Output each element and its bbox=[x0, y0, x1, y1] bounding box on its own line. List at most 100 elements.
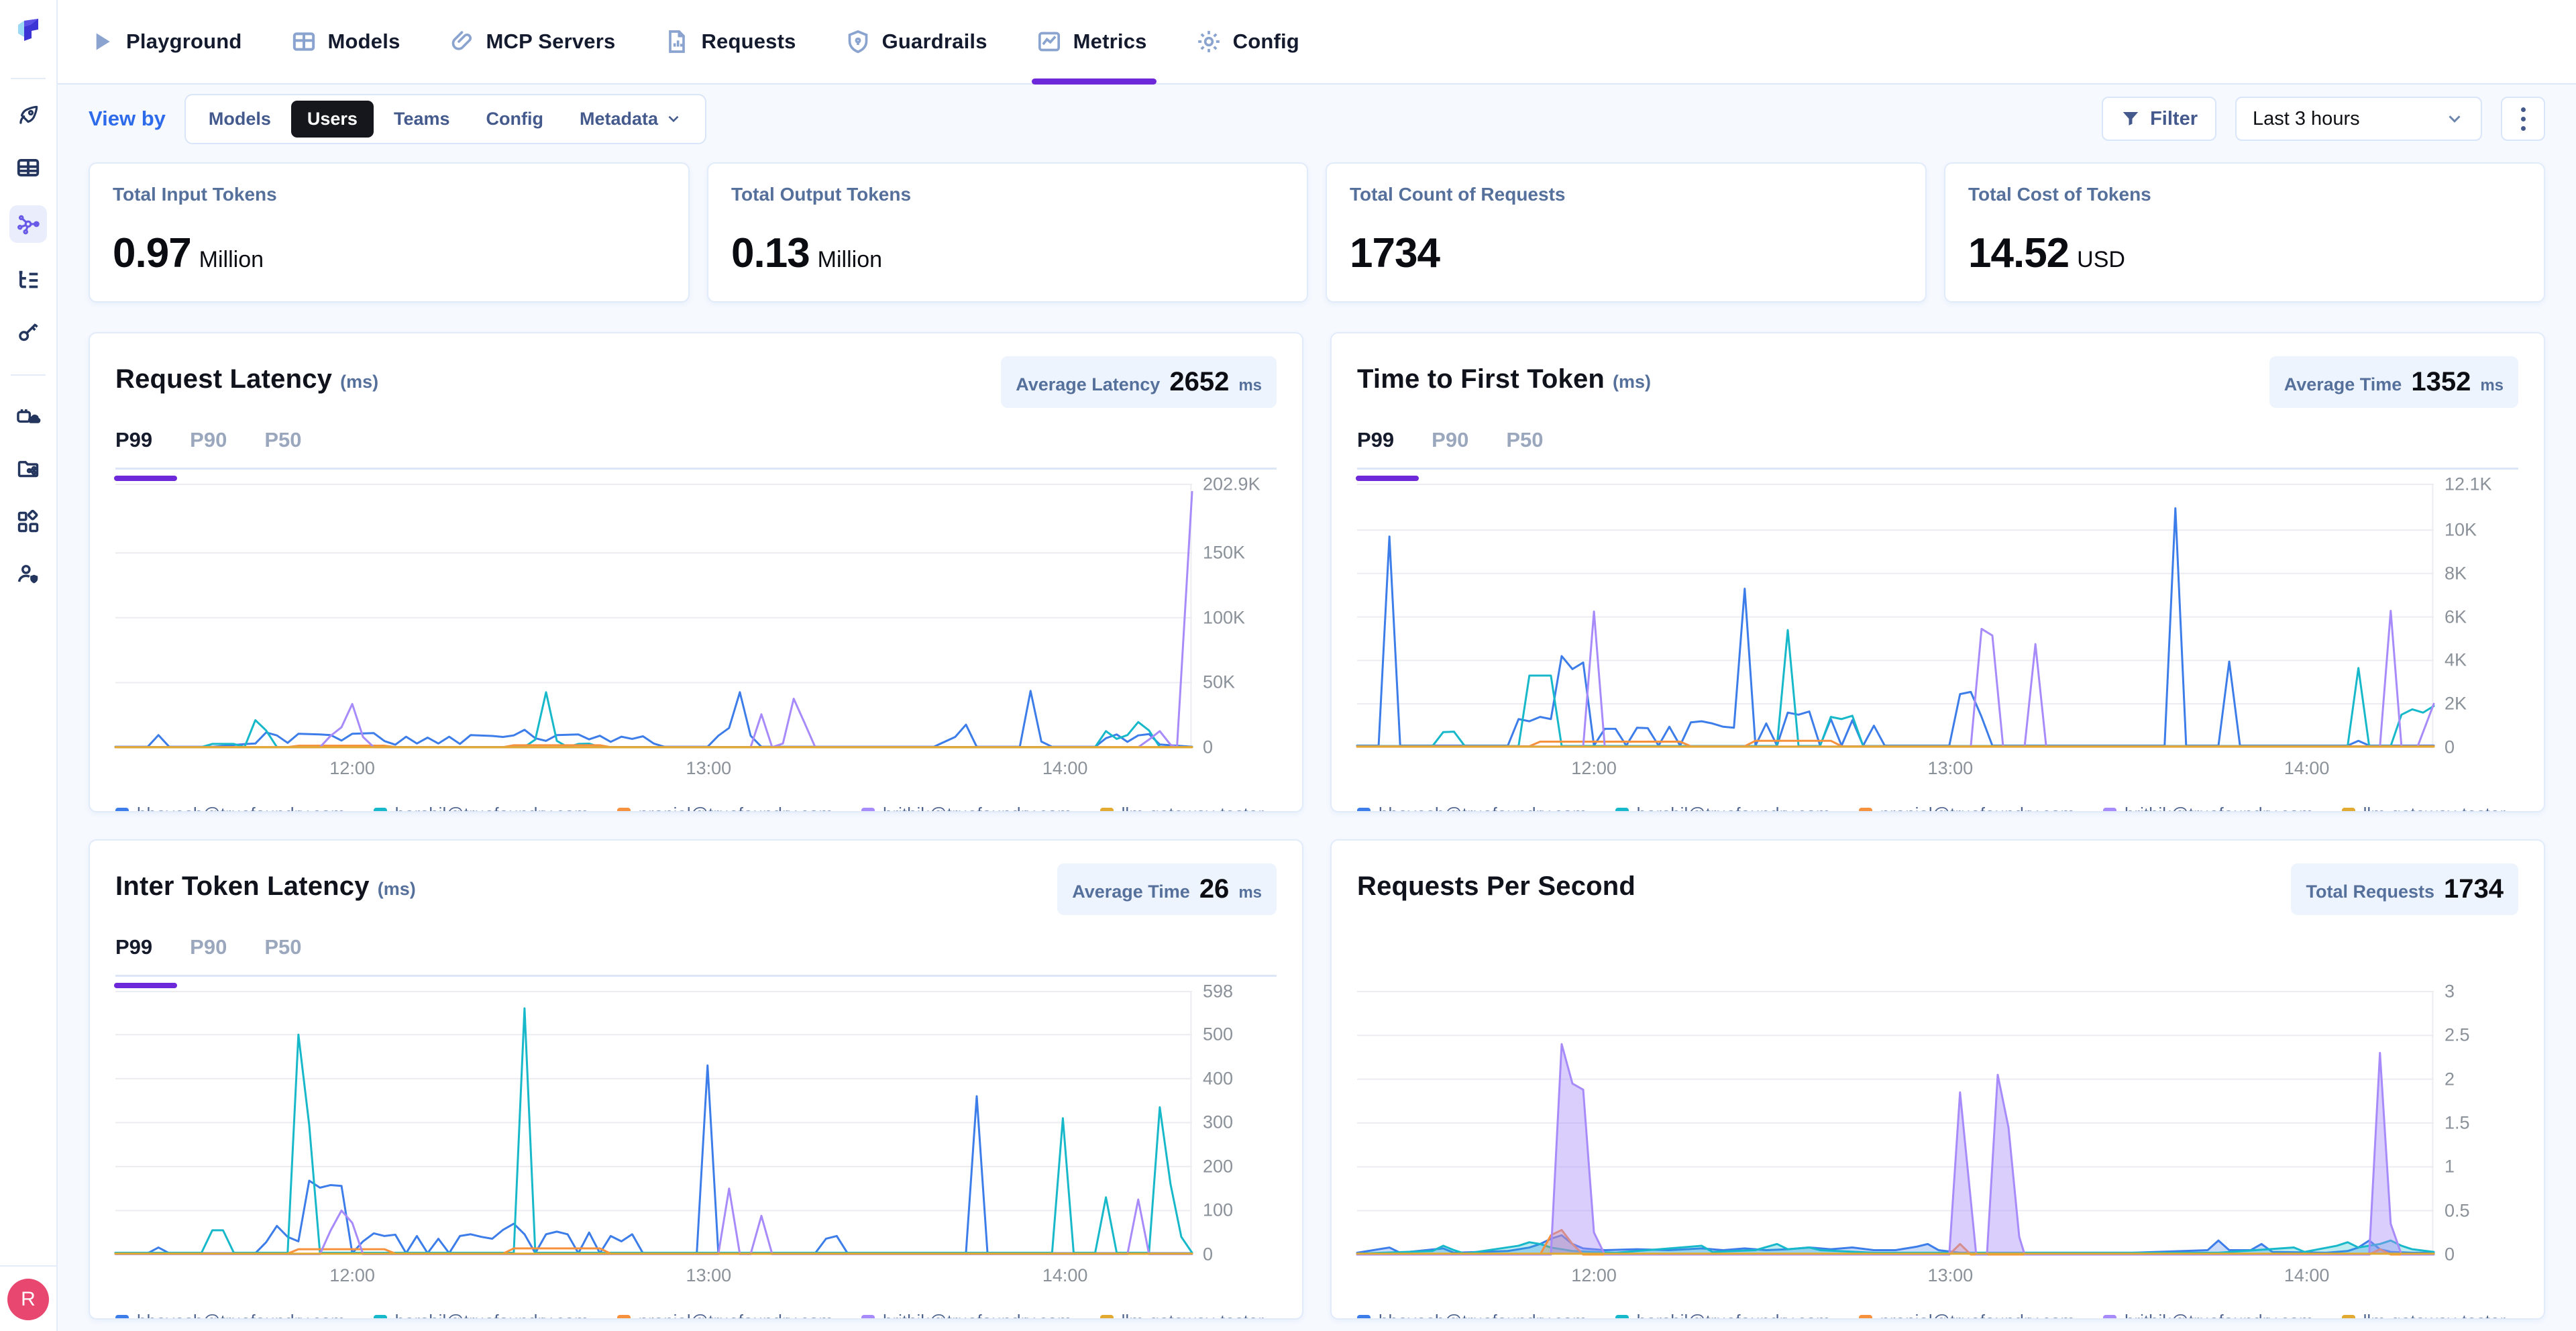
nav-tab-label: Models bbox=[327, 30, 400, 53]
x-axis-label: 14:00 bbox=[2284, 1265, 2330, 1285]
legend-swatch bbox=[373, 807, 387, 811]
play-icon bbox=[96, 33, 110, 50]
time-range-select[interactable]: Last 3 hours bbox=[2235, 97, 2482, 141]
hierarchy-icon[interactable] bbox=[13, 266, 43, 295]
y-axis-label: 2K bbox=[2445, 693, 2467, 714]
y-axis: 0 100 200 300 400 500 598 bbox=[1203, 981, 1283, 1265]
badge-value: 1734 bbox=[2444, 874, 2504, 904]
panel-time-to-first-token: Time to First Token (ms) Average Time 1352… bbox=[1330, 332, 2545, 812]
legend-label: bhavesh@truefoundry.com bbox=[137, 804, 345, 811]
legend-swatch bbox=[115, 807, 129, 811]
paperclip-icon bbox=[451, 31, 472, 50]
percentile-tabs: P99 P90 P50 bbox=[113, 428, 1277, 481]
x-axis-label: 14:00 bbox=[2284, 758, 2330, 778]
segment-users[interactable]: Users bbox=[290, 100, 374, 138]
percentile-tabs: P99 P90 P50 bbox=[113, 935, 1277, 988]
user-shield-icon[interactable] bbox=[13, 560, 43, 589]
nav-tab-mcp-servers[interactable]: MCP Servers bbox=[449, 0, 616, 83]
chart-plot-area: 0 0.5 1 1.5 2 2.5 3 bbox=[1357, 981, 2470, 1265]
legend-swatch bbox=[1099, 1314, 1114, 1318]
legend-item[interactable]: harshil@truefoundry.com bbox=[373, 1311, 589, 1318]
segment-metadata[interactable]: Metadata bbox=[564, 101, 698, 138]
stat-suffix: Million bbox=[817, 247, 883, 272]
legend-item[interactable]: harshil@truefoundry.com bbox=[1615, 1311, 1831, 1318]
chart-title: Inter Token Latency bbox=[115, 871, 370, 901]
tab-p90[interactable]: P90 bbox=[190, 428, 227, 451]
legend-item[interactable]: llm-gateway-tester bbox=[2341, 1311, 2506, 1318]
legend-label: llm-gateway-tester bbox=[2363, 1311, 2506, 1318]
legend-item[interactable]: harshil@truefoundry.com bbox=[1615, 804, 1831, 811]
nav-tab-metrics[interactable]: Metrics bbox=[1031, 0, 1157, 85]
y-axis-label: 100K bbox=[1203, 607, 1246, 628]
nav-tab-guardrails[interactable]: Guardrails bbox=[845, 0, 987, 83]
legend-item[interactable]: llm-gateway-tester bbox=[1099, 804, 1264, 811]
segment-config[interactable]: Config bbox=[486, 108, 543, 129]
y-axis-label: 4K bbox=[2445, 649, 2467, 670]
legend-item[interactable]: bhavesh@truefoundry.com bbox=[1357, 1311, 1587, 1318]
plug-cloud-icon[interactable] bbox=[13, 403, 43, 432]
nav-tab-label: Requests bbox=[701, 30, 796, 53]
chevron-down-icon bbox=[668, 115, 679, 123]
badge-unit: ms bbox=[1238, 884, 1262, 902]
x-axis: 12:00 13:00 14:00 bbox=[115, 1265, 1192, 1292]
legend-item[interactable]: pranjal@truefoundry.com bbox=[616, 804, 833, 811]
legend-item[interactable]: hrithik@truefoundry.com bbox=[861, 1311, 1072, 1318]
tab-p90[interactable]: P90 bbox=[190, 935, 227, 959]
legend-item[interactable]: llm-gateway-tester bbox=[2341, 804, 2506, 811]
legend-item[interactable]: llm-gateway-tester bbox=[1099, 1311, 1264, 1318]
segment-models[interactable]: Models bbox=[208, 108, 271, 129]
badge-unit: ms bbox=[2480, 376, 2504, 394]
tab-p50[interactable]: P50 bbox=[264, 935, 302, 959]
y-axis-label: 150K bbox=[1203, 542, 1246, 563]
key-icon[interactable] bbox=[13, 318, 43, 348]
legend-item[interactable]: bhavesh@truefoundry.com bbox=[115, 804, 345, 811]
shield-icon bbox=[848, 30, 867, 54]
tab-p90[interactable]: P90 bbox=[1432, 428, 1469, 451]
nav-tab-models[interactable]: Models bbox=[290, 0, 400, 83]
user-avatar[interactable]: R bbox=[7, 1279, 49, 1320]
legend-item[interactable]: hrithik@truefoundry.com bbox=[2102, 804, 2314, 811]
chart-stat-badge: Average Latency 2652 ms bbox=[1001, 356, 1277, 408]
nav-tab-requests[interactable]: Requests bbox=[663, 0, 796, 83]
legend-item[interactable]: pranjal@truefoundry.com bbox=[1858, 804, 2075, 811]
legend-item[interactable]: bhavesh@truefoundry.com bbox=[115, 1311, 345, 1318]
legend-item[interactable]: pranjal@truefoundry.com bbox=[1858, 1311, 2075, 1318]
repository-icon[interactable] bbox=[13, 455, 43, 484]
chart-body: P99 P90 P50 0 100 200 300 400 500 598 12:00 13:00 14… bbox=[113, 935, 1277, 1318]
badge-value: 26 bbox=[1199, 874, 1230, 904]
rocket-icon[interactable] bbox=[13, 101, 43, 130]
sidebar-divider bbox=[11, 78, 46, 79]
tab-p99[interactable]: P99 bbox=[1355, 428, 1419, 481]
table-icon[interactable] bbox=[13, 153, 43, 182]
legend-item[interactable]: pranjal@truefoundry.com bbox=[616, 1311, 833, 1318]
legend-item[interactable]: bhavesh@truefoundry.com bbox=[1357, 804, 1587, 811]
stat-label: Total Output Tokens bbox=[731, 184, 912, 205]
legend-label: hrithik@truefoundry.com bbox=[883, 804, 1072, 811]
y-axis-label: 0 bbox=[2445, 737, 2455, 757]
panel-requests-per-second: Requests Per Second Total Requests 1734 0… bbox=[1330, 839, 2545, 1320]
legend-item[interactable]: hrithik@truefoundry.com bbox=[861, 804, 1072, 811]
applications-grid-icon[interactable] bbox=[13, 507, 43, 537]
legend-item[interactable]: harshil@truefoundry.com bbox=[373, 804, 589, 811]
legend-swatch bbox=[1858, 1314, 1872, 1318]
more-options-button[interactable] bbox=[2501, 97, 2545, 141]
metrics-content: Total Input Tokens 0.97 Million Total Out… bbox=[58, 153, 2576, 1331]
segment-teams[interactable]: Teams bbox=[393, 108, 450, 129]
y-axis-label: 100 bbox=[1203, 1200, 1234, 1220]
models-grid-icon bbox=[292, 32, 315, 51]
tab-p50[interactable]: P50 bbox=[1506, 428, 1544, 451]
nav-tab-config[interactable]: Config bbox=[1195, 0, 1299, 83]
y-axis-label: 400 bbox=[1203, 1068, 1234, 1089]
tab-p50[interactable]: P50 bbox=[264, 428, 302, 451]
tab-p99[interactable]: P99 bbox=[113, 428, 178, 481]
percentile-tabs: P99 P90 P50 bbox=[1355, 428, 2518, 481]
chart-stat-badge: Average Time 1352 ms bbox=[2269, 356, 2518, 408]
y-axis-label: 500 bbox=[1203, 1024, 1234, 1045]
filter-button[interactable]: Filter bbox=[2102, 97, 2216, 141]
nav-tab-playground[interactable]: Playground bbox=[89, 0, 242, 83]
legend-item[interactable]: hrithik@truefoundry.com bbox=[2102, 1311, 2314, 1318]
gateway-network-icon[interactable] bbox=[9, 205, 47, 243]
x-axis: 12:00 13:00 14:00 bbox=[115, 758, 1192, 785]
tab-p99[interactable]: P99 bbox=[113, 935, 178, 988]
y-axis-label: 0.5 bbox=[2445, 1200, 2470, 1221]
